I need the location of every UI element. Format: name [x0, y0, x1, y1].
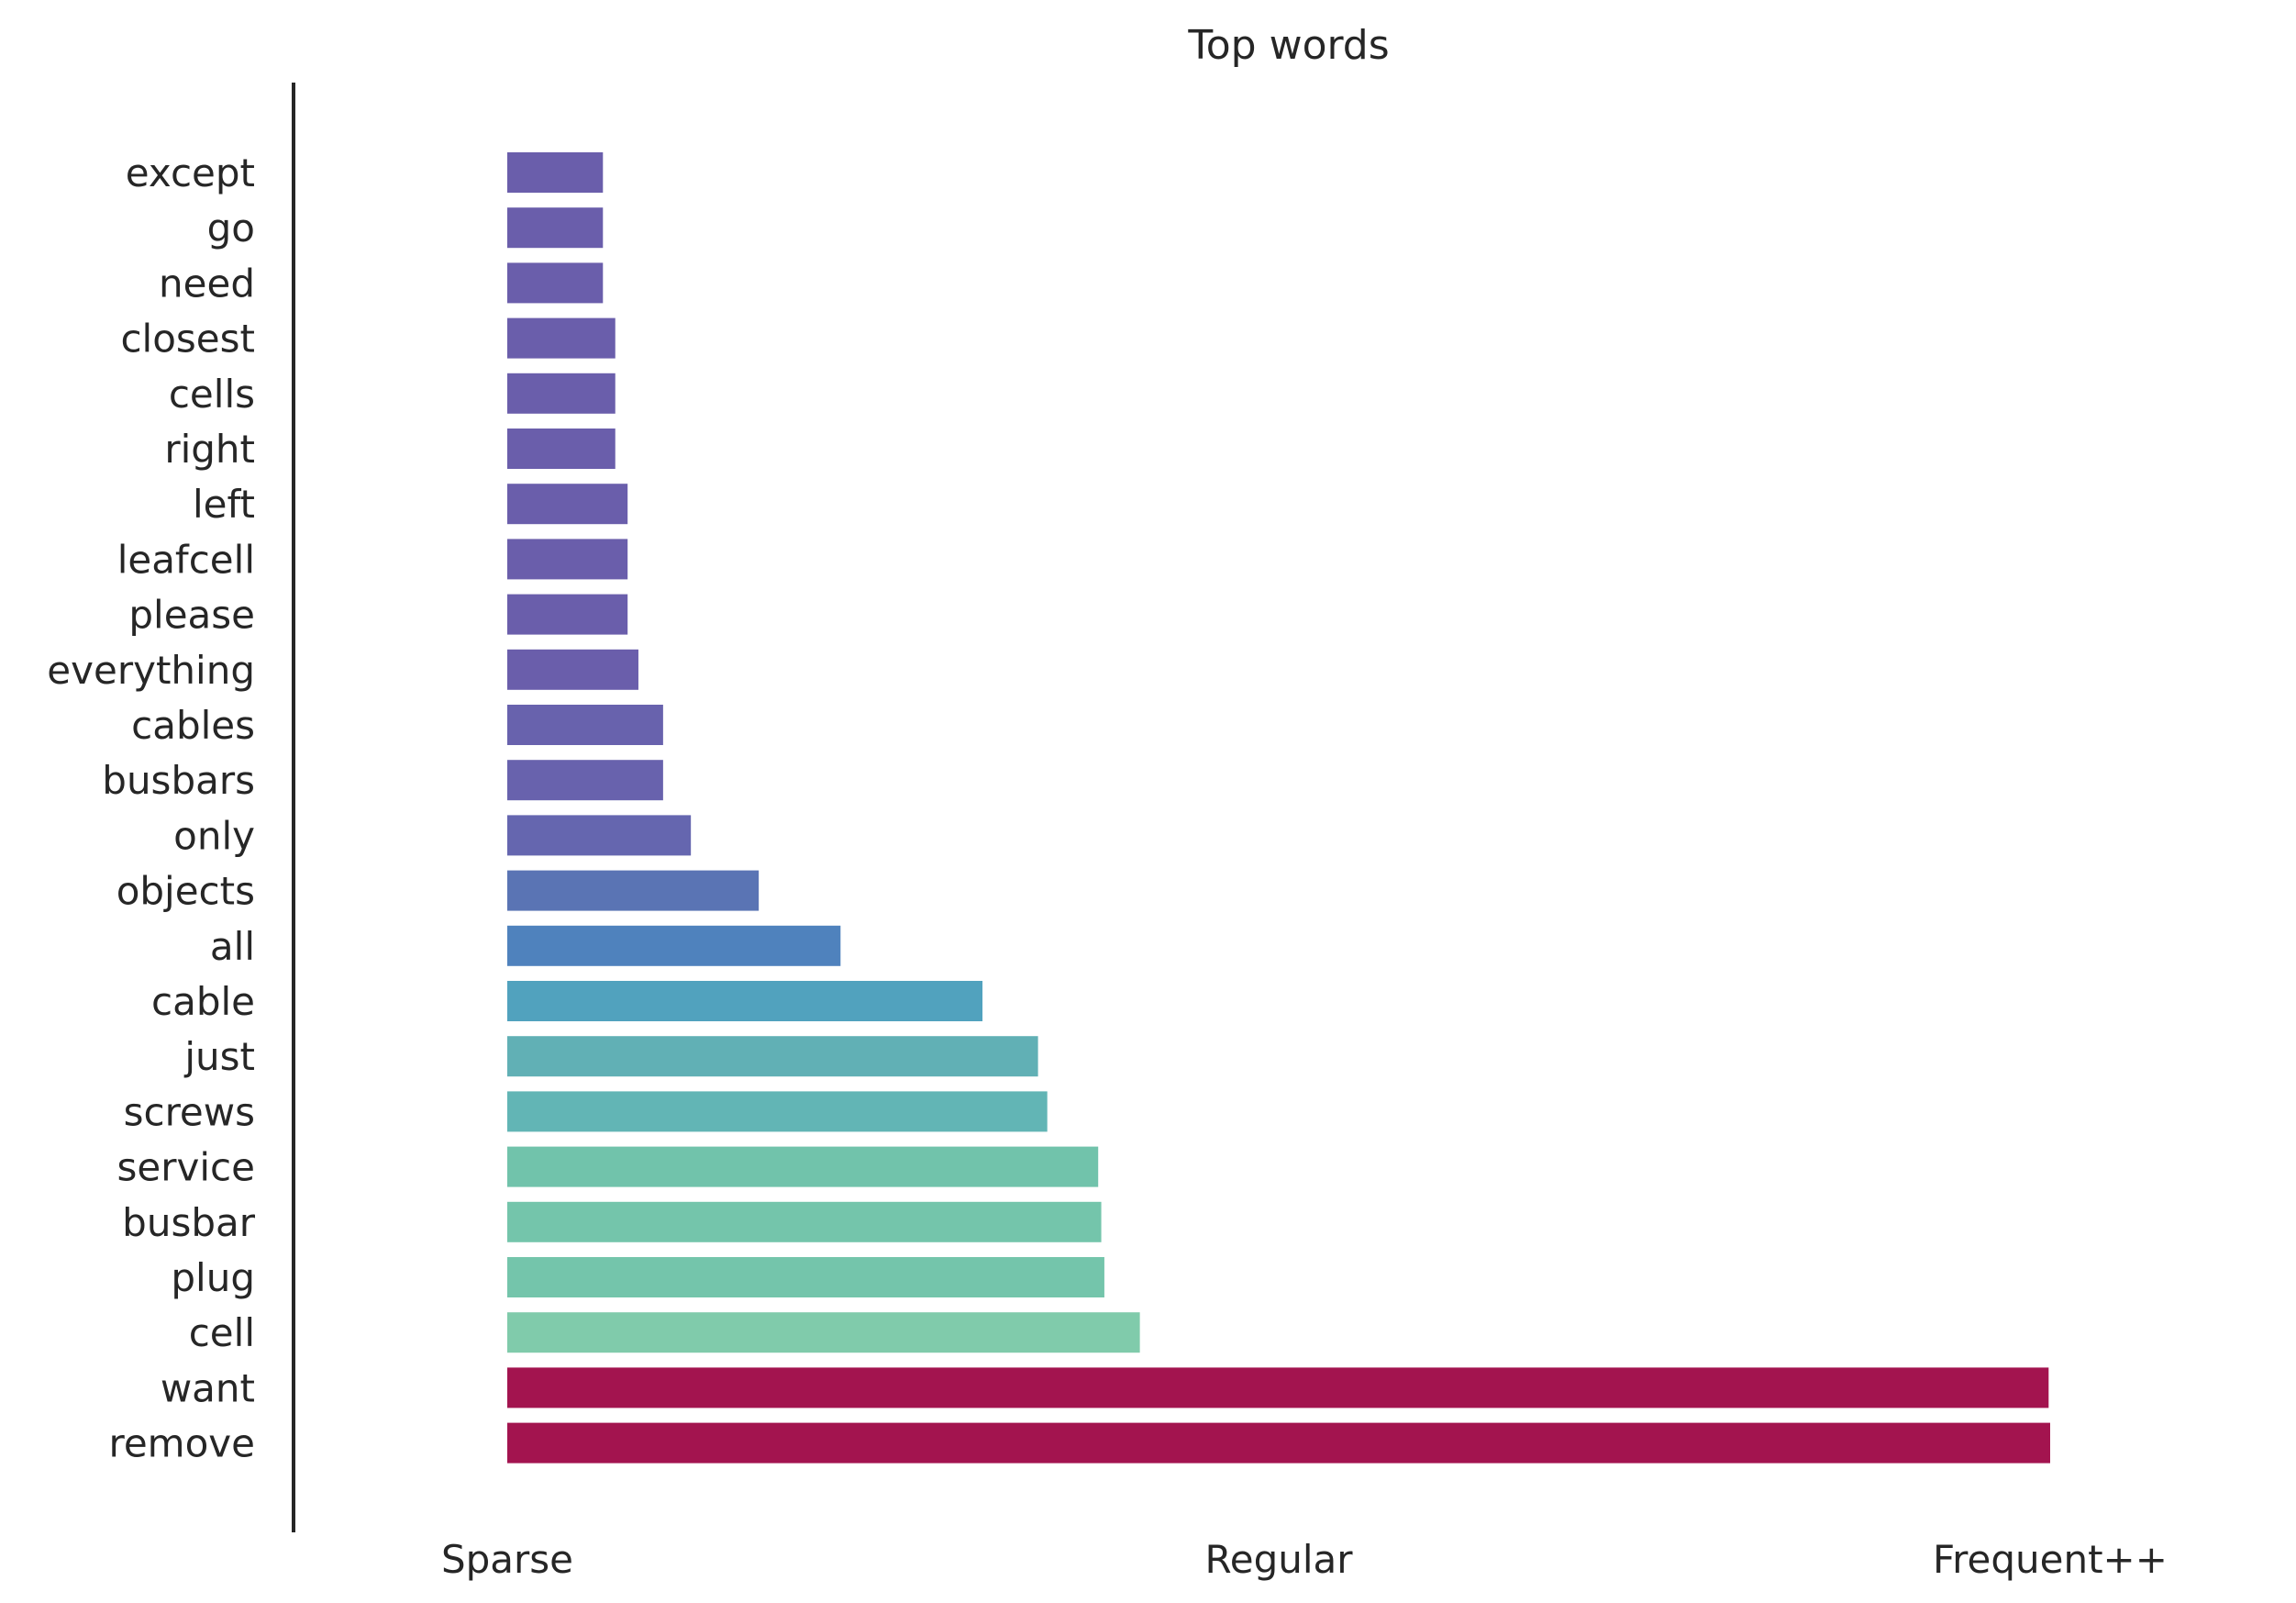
y-tick-label-please: please: [128, 593, 255, 638]
bar-leafcell: [507, 539, 628, 580]
x-tick-label-sparse: Sparse: [441, 1537, 573, 1582]
bar-go: [507, 207, 604, 249]
bar-cell: [507, 1312, 1140, 1353]
y-tick-label-plug: plug: [171, 1255, 255, 1300]
bar-closest: [507, 317, 616, 359]
y-tick-label-busbar: busbar: [122, 1200, 256, 1245]
y-tick-label-go: go: [207, 206, 255, 250]
bar-screws: [507, 1091, 1048, 1132]
y-tick-label-screws: screws: [124, 1089, 255, 1134]
y-tick-label-remove: remove: [109, 1421, 256, 1466]
bar-all: [507, 925, 841, 966]
y-tick-label-cells: cells: [169, 372, 255, 417]
y-tick-label-objects: objects: [116, 869, 255, 914]
y-tick-labels: except go need closest cells right left leafcel…: [47, 150, 255, 1466]
y-tick-label-cable: cable: [151, 979, 255, 1024]
bar-everything: [507, 649, 638, 690]
bar-plug: [507, 1257, 1104, 1297]
bar-only: [507, 815, 692, 856]
y-tick-label-everything: everything: [47, 648, 255, 693]
y-tick-label-except: except: [126, 150, 255, 195]
y-tick-label-busbars: busbars: [102, 758, 255, 803]
chart-title: Top words: [1187, 22, 1389, 69]
y-tick-label-left: left: [193, 482, 255, 527]
bar-busbars: [507, 760, 663, 801]
y-tick-label-leafcell: leafcell: [117, 537, 255, 582]
bar-cable: [507, 981, 983, 1021]
bars-group: [507, 152, 2050, 1464]
bar-cables: [507, 705, 663, 745]
y-tick-label-cell: cell: [189, 1310, 255, 1355]
bar-want: [507, 1367, 2049, 1408]
y-tick-label-want: want: [161, 1365, 255, 1410]
y-tick-label-service: service: [117, 1145, 255, 1190]
bar-left: [507, 484, 628, 525]
y-tick-label-right: right: [164, 427, 255, 472]
bar-except: [507, 152, 604, 193]
bar-just: [507, 1036, 1038, 1077]
x-tick-labels: Sparse Regular Frequent++: [441, 1537, 2168, 1582]
bar-right: [507, 429, 616, 469]
bar-remove: [507, 1422, 2050, 1464]
x-tick-label-regular: Regular: [1204, 1537, 1353, 1582]
x-tick-label-frequent: Frequent++: [1933, 1537, 2168, 1582]
y-tick-label-need: need: [159, 261, 255, 306]
bar-cells: [507, 373, 616, 414]
y-tick-label-all: all: [210, 924, 255, 969]
y-tick-label-cables: cables: [131, 703, 255, 748]
bar-busbar: [507, 1201, 1102, 1242]
y-tick-label-only: only: [173, 813, 255, 858]
bar-please: [507, 594, 628, 635]
y-tick-label-closest: closest: [120, 317, 255, 362]
y-tick-label-just: just: [183, 1034, 255, 1079]
bar-objects: [507, 870, 760, 911]
bar-need: [507, 262, 604, 304]
bar-service: [507, 1146, 1099, 1187]
